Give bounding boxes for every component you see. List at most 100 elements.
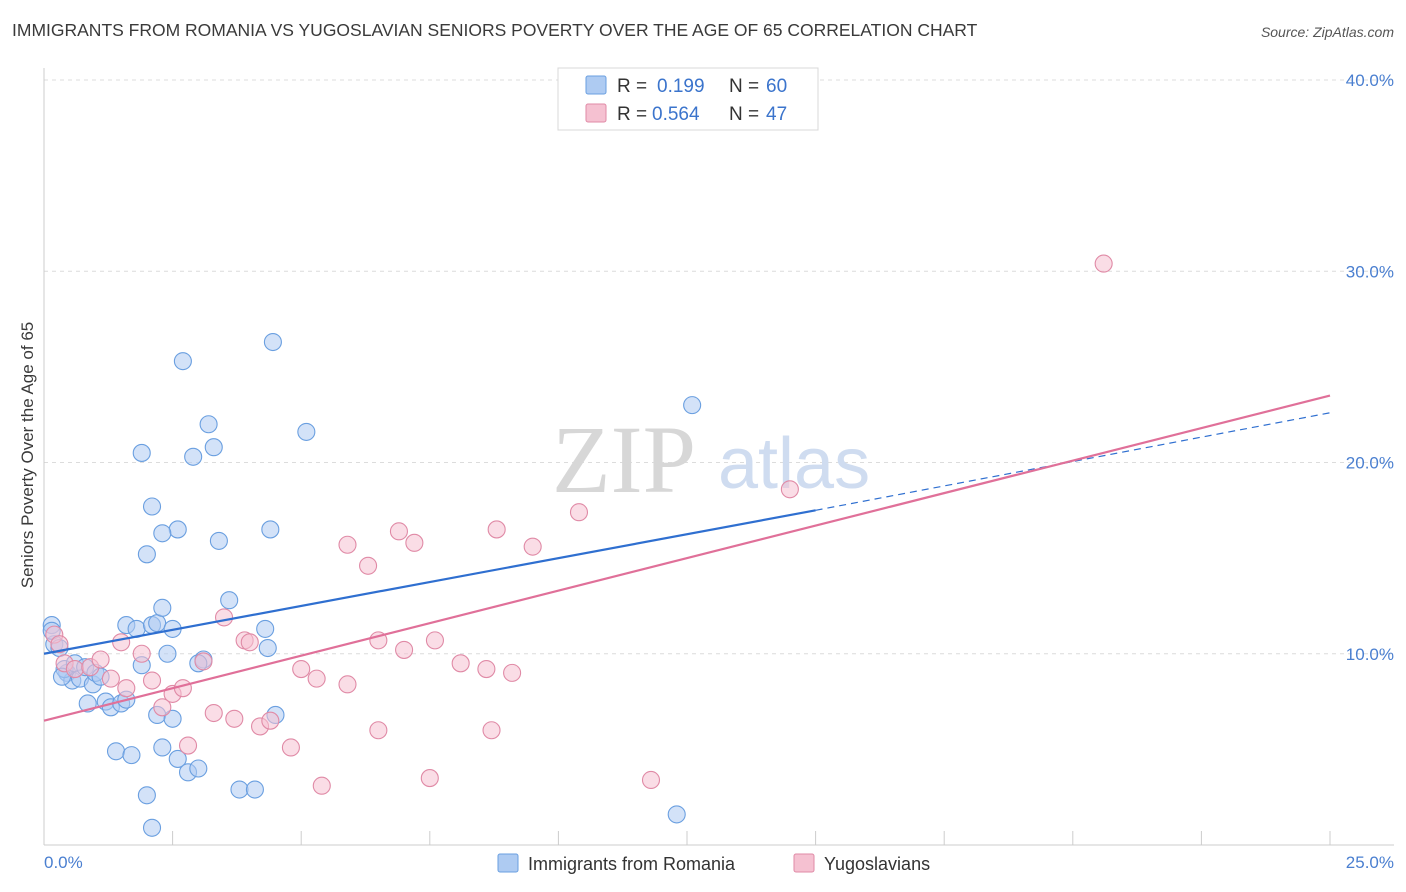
yugoslavians-point-17 xyxy=(214,608,234,627)
yugoslavians-point-9 xyxy=(132,644,151,663)
yugoslavians-point-33 xyxy=(395,640,414,659)
romania-point-29 xyxy=(122,746,141,765)
romania-point-45 xyxy=(204,438,223,457)
watermark: ZIP atlas xyxy=(552,406,870,513)
yugoslavians-point-40 xyxy=(487,520,506,539)
yugoslavians-point-7 xyxy=(112,633,131,652)
yugoslavians-point-22 xyxy=(261,711,280,730)
yugoslavians-point-41 xyxy=(503,663,522,682)
yugoslavians-point-24 xyxy=(292,659,311,679)
legend-swatch-yugoslavians xyxy=(585,103,607,123)
yugoslavians-point-27 xyxy=(338,675,357,694)
bottom-legend-label-romania: Immigrants from Romania xyxy=(528,854,736,874)
romania-point-25 xyxy=(158,644,177,663)
trend-line-yugoslavians xyxy=(43,394,1331,722)
romania-point-49 xyxy=(245,780,264,799)
romania-point-39 xyxy=(184,447,203,466)
romania-point-56 xyxy=(683,396,702,415)
trend-line-romania xyxy=(43,509,816,655)
y-tick-label-10: 10.0% xyxy=(1346,645,1394,664)
yugoslavians-point-23 xyxy=(281,738,300,757)
yugoslavians-point-26 xyxy=(312,776,331,795)
romania-point-36 xyxy=(189,759,208,778)
romania-point-50 xyxy=(256,619,275,638)
axes xyxy=(43,68,1394,846)
yugoslavians-point-10 xyxy=(142,671,162,690)
yugoslavians-point-6 xyxy=(101,669,120,688)
romania-point-51 xyxy=(258,638,277,658)
romania-point-34 xyxy=(168,749,187,768)
romania-point-43 xyxy=(132,443,151,462)
romania-point-59 xyxy=(153,598,172,617)
watermark-zip: ZIP xyxy=(552,406,696,513)
legend: R = 0.199 N = 60 R = 0.564 N = 47 xyxy=(557,67,819,131)
y-tick-labels: 10.0% 20.0% 30.0% 40.0% xyxy=(1346,71,1394,664)
yugoslavians-point-15 xyxy=(194,652,213,671)
y-axis-label: Seniors Poverty Over the Age of 65 xyxy=(18,322,37,588)
romania-point-23 xyxy=(148,614,167,633)
romania-point-57 xyxy=(667,805,686,824)
yugoslavians-point-44 xyxy=(641,770,661,790)
yugoslavians-point-14 xyxy=(178,736,198,755)
yugoslavians-point-38 xyxy=(477,659,496,679)
yugoslavians-point-34 xyxy=(405,533,424,552)
romania-point-28 xyxy=(106,742,126,761)
yugoslavians-point-3 xyxy=(65,659,84,679)
legend-swatch-romania xyxy=(585,75,607,95)
x-tick-label-max: 25.0% xyxy=(1346,853,1394,872)
y-tick-label-20: 20.0% xyxy=(1346,454,1394,473)
romania-point-42 xyxy=(153,524,172,543)
yugoslavians-point-5 xyxy=(91,650,110,669)
romania-point-26 xyxy=(137,545,156,564)
series-yugoslavians-points xyxy=(45,254,1113,795)
bottom-legend-swatch-yugoslavians xyxy=(793,853,815,873)
chart-title: IMMIGRANTS FROM ROMANIA VS YUGOSLAVIAN S… xyxy=(12,20,978,40)
series-romania-points xyxy=(42,332,702,837)
romania-point-46 xyxy=(209,531,228,550)
legend-r-yugoslavians: 0.564 xyxy=(652,104,700,125)
romania-point-48 xyxy=(230,780,249,799)
yugoslavians-point-45 xyxy=(780,480,799,499)
romania-point-30 xyxy=(142,818,162,837)
yugoslavians-point-20 xyxy=(240,633,259,652)
yugoslavians-point-25 xyxy=(307,669,326,688)
bottom-legend-label-yugoslavians: Yugoslavians xyxy=(824,854,930,874)
bottom-legend-swatch-romania xyxy=(497,853,519,873)
yugoslavians-point-18 xyxy=(225,709,244,728)
legend-n-yugoslavians: 47 xyxy=(766,104,787,125)
romania-point-44 xyxy=(199,415,218,434)
legend-r-label-yugoslavians: R = xyxy=(617,104,647,125)
yugoslavians-point-36 xyxy=(425,631,444,650)
yugoslavians-point-42 xyxy=(523,537,542,556)
yugoslavians-point-37 xyxy=(451,654,470,673)
romania-point-38 xyxy=(168,520,187,539)
yugoslavians-point-35 xyxy=(420,769,439,788)
yugoslavians-point-46 xyxy=(1094,254,1113,273)
yugoslavians-point-1 xyxy=(50,635,69,654)
legend-n-label-romania: N = xyxy=(729,76,759,97)
yugoslavians-point-29 xyxy=(359,556,378,575)
romania-point-32 xyxy=(153,738,172,757)
romania-point-33 xyxy=(163,709,182,728)
romania-point-54 xyxy=(263,332,282,352)
romania-point-55 xyxy=(297,422,316,441)
trend-line-romania-extension xyxy=(815,412,1331,511)
legend-r-label-romania: R = xyxy=(617,76,647,97)
romania-point-40 xyxy=(173,352,192,371)
x-tick-label-min: 0.0% xyxy=(44,853,83,872)
yugoslavians-point-16 xyxy=(204,703,223,723)
y-tick-label-30: 30.0% xyxy=(1346,262,1394,281)
legend-n-romania: 60 xyxy=(766,76,787,97)
yugoslavians-point-8 xyxy=(117,679,136,698)
romania-point-41 xyxy=(142,497,162,516)
romania-point-27 xyxy=(137,786,156,805)
yugoslavians-point-32 xyxy=(389,522,408,541)
yugoslavians-point-39 xyxy=(482,721,501,740)
legend-n-label-yugoslavians: N = xyxy=(729,104,759,125)
grid xyxy=(44,79,1394,655)
bottom-legend: Immigrants from Romania Yugoslavians xyxy=(497,853,930,874)
yugoslavians-point-31 xyxy=(369,721,388,740)
romania-point-47 xyxy=(220,591,239,610)
yugoslavians-point-11 xyxy=(153,698,172,717)
